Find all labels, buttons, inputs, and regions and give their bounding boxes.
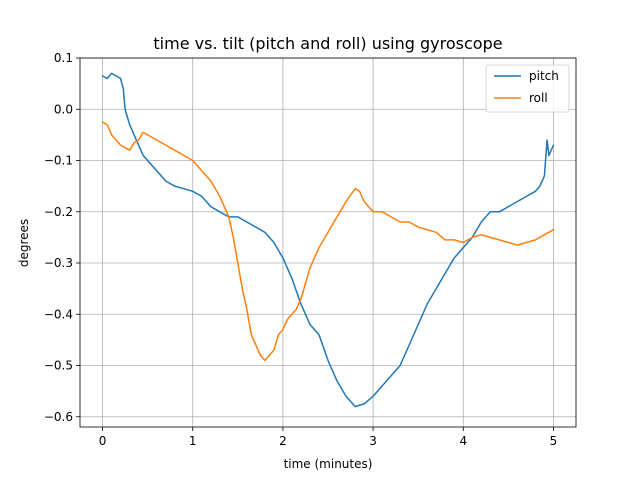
x-tick-label: 0 bbox=[99, 434, 107, 448]
series-line-roll bbox=[101, 121, 555, 362]
y-tick-label: −0.6 bbox=[44, 410, 73, 424]
y-tick-label: −0.5 bbox=[44, 359, 73, 373]
plot-frame bbox=[79, 57, 577, 428]
x-tick-label: 5 bbox=[550, 434, 558, 448]
y-axis-label: degrees bbox=[17, 219, 31, 267]
plot-area bbox=[80, 58, 576, 427]
y-tick-label: 0.0 bbox=[54, 102, 73, 116]
x-axis-label: time (minutes) bbox=[284, 457, 373, 471]
y-tick-label: −0.4 bbox=[44, 307, 73, 321]
x-tick-label: 2 bbox=[279, 434, 287, 448]
y-tick-label: 0.1 bbox=[54, 51, 73, 65]
series-layer bbox=[101, 72, 555, 408]
y-tick-label: −0.3 bbox=[44, 256, 73, 270]
y-tick-label: −0.2 bbox=[44, 205, 73, 219]
legend-label-roll: roll bbox=[529, 91, 548, 105]
x-tick-label: 3 bbox=[369, 434, 377, 448]
axis-ticks: 0 1 2 3 4 5 0.1 0.0 −0.1 −0.2 −0.3 −0.4 −0.5 −0.6 bbox=[44, 51, 557, 448]
legend-label-pitch: pitch bbox=[529, 69, 559, 83]
x-tick-label: 1 bbox=[189, 434, 197, 448]
chart-title: time vs. tilt (pitch and roll) using gyr… bbox=[153, 34, 502, 53]
series-line-pitch bbox=[101, 72, 555, 408]
y-tick-label: −0.1 bbox=[44, 154, 73, 168]
x-tick-label: 4 bbox=[459, 434, 467, 448]
legend: pitch roll bbox=[485, 64, 570, 113]
